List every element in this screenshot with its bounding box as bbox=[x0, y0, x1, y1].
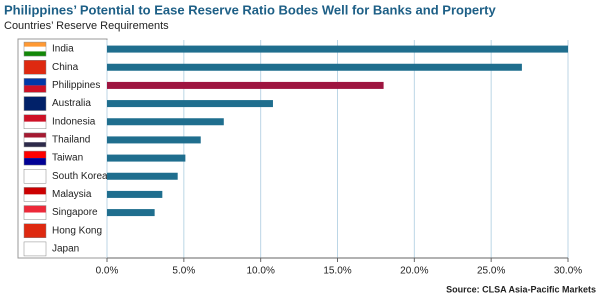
flag bbox=[24, 114, 46, 122]
chart-title: Philippines’ Potential to Ease Reserve R… bbox=[4, 2, 496, 17]
flag bbox=[24, 85, 46, 93]
bar bbox=[107, 154, 186, 162]
flag-border bbox=[23, 205, 47, 220]
category-label: South Korea bbox=[52, 171, 108, 182]
flag bbox=[24, 96, 46, 111]
x-tick-label: 15.0% bbox=[323, 266, 351, 277]
flag bbox=[24, 42, 46, 47]
category-label: Japan bbox=[52, 244, 79, 255]
flag-border bbox=[23, 96, 47, 111]
category-label: Malaysia bbox=[52, 189, 92, 200]
flag-border bbox=[23, 60, 47, 75]
flag-border bbox=[23, 223, 47, 238]
flag-border bbox=[23, 150, 47, 166]
source: Source: CLSA Asia-Pacific Markets bbox=[446, 284, 596, 294]
flag bbox=[24, 142, 46, 147]
flag bbox=[24, 137, 46, 143]
chart-subtitle: Countries’ Reserve Requirements bbox=[4, 20, 169, 32]
flag-border bbox=[23, 132, 47, 148]
flag-border bbox=[23, 187, 47, 202]
x-tick-label: 25.0% bbox=[477, 266, 505, 277]
category-label: Australia bbox=[52, 98, 91, 109]
flag-border bbox=[23, 241, 47, 257]
x-tick-label: 30.0% bbox=[554, 266, 582, 277]
flag-border bbox=[23, 78, 47, 93]
bar bbox=[107, 63, 522, 71]
category-label: Singapore bbox=[52, 207, 98, 218]
flag-border bbox=[23, 41, 47, 57]
flag bbox=[24, 132, 46, 138]
flag bbox=[24, 46, 46, 52]
bar bbox=[107, 100, 273, 108]
flag bbox=[24, 78, 46, 86]
category-label: Thailand bbox=[52, 135, 90, 146]
bar bbox=[107, 45, 568, 53]
flag bbox=[24, 187, 46, 195]
category-label: Philippines bbox=[52, 80, 100, 91]
bar bbox=[107, 172, 178, 180]
flag bbox=[24, 241, 46, 256]
category-label: China bbox=[52, 62, 79, 73]
flag-border bbox=[23, 169, 47, 184]
flag-border bbox=[23, 114, 47, 129]
x-tick-label: 5.0% bbox=[172, 266, 195, 277]
x-tick-label: 20.0% bbox=[400, 266, 428, 277]
bar bbox=[107, 81, 384, 89]
flag bbox=[24, 169, 46, 184]
category-label: Hong Kong bbox=[52, 225, 102, 236]
flag bbox=[24, 205, 46, 213]
flag bbox=[24, 151, 46, 159]
flag bbox=[24, 51, 46, 57]
category-label: Taiwan bbox=[52, 153, 83, 164]
bar bbox=[107, 118, 224, 126]
bar bbox=[107, 190, 163, 198]
bar bbox=[107, 136, 201, 144]
category-label: India bbox=[52, 44, 74, 55]
flag bbox=[24, 223, 46, 238]
flag bbox=[24, 121, 46, 129]
flag bbox=[24, 158, 46, 166]
category-label: Indonesia bbox=[52, 116, 96, 127]
bar bbox=[107, 209, 155, 217]
flag bbox=[24, 212, 46, 220]
x-tick-label: 0.0% bbox=[96, 266, 119, 277]
flag bbox=[24, 194, 46, 202]
flag bbox=[24, 60, 46, 75]
x-tick-label: 10.0% bbox=[246, 266, 274, 277]
